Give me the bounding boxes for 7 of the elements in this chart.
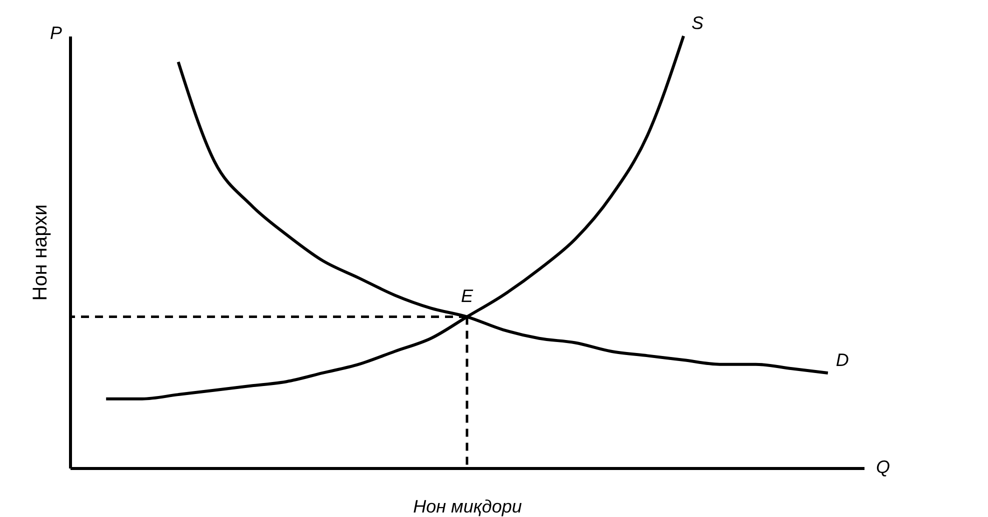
series-label: D bbox=[836, 350, 849, 370]
y-axis-title: Нон нархи bbox=[30, 204, 52, 301]
text: P bbox=[50, 23, 62, 43]
text: Q bbox=[876, 457, 890, 477]
x-axis-title: Нон миқдори bbox=[413, 496, 522, 516]
series-label: S bbox=[692, 13, 704, 33]
annotation: E bbox=[460, 286, 474, 306]
